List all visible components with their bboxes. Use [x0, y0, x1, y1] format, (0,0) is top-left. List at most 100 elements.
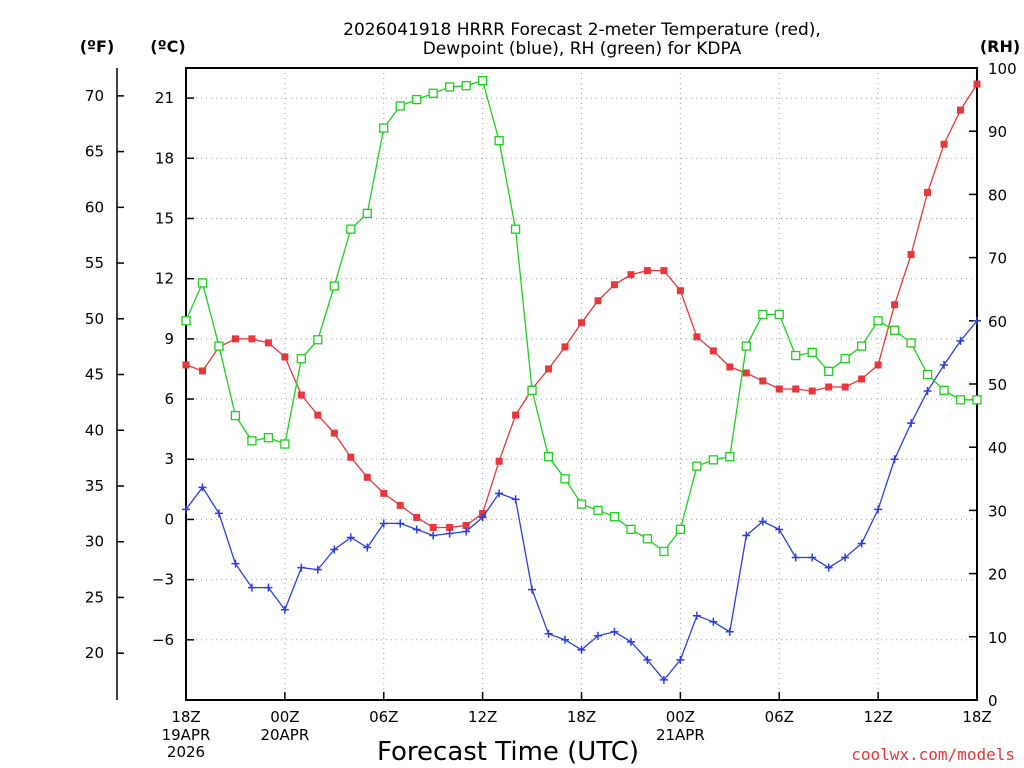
rh-point [840, 354, 850, 364]
dewpoint-point [280, 605, 289, 614]
x-tick-label: 06Z [369, 708, 398, 726]
x-tick-label: 00Z [270, 708, 299, 726]
x-tick-label: 18Z [567, 708, 596, 726]
celsius-unit-label: (ºC) [150, 37, 185, 56]
dewpoint-point [379, 519, 388, 528]
dewpoint-point [841, 553, 850, 562]
rh-point [263, 433, 274, 443]
rh-series [181, 75, 982, 557]
c-tick-label: 6 [164, 390, 174, 408]
rh-tick-label: 60 [988, 313, 1007, 331]
dewpoint-point [593, 631, 602, 640]
x-tick-label: 18Z [962, 708, 991, 726]
dewpoint-point [907, 419, 916, 428]
f-tick-label: 70 [85, 87, 104, 105]
temperature-point [594, 297, 602, 305]
x-axis-label: Forecast Time (UTC) [377, 737, 639, 767]
rh-point [527, 385, 537, 395]
dewpoint-point [182, 505, 190, 514]
dewpoint-point [445, 529, 454, 538]
c-tick-label: 0 [164, 510, 174, 528]
rh-point [280, 439, 290, 449]
rh-point [395, 101, 405, 111]
temperature-line [185, 83, 978, 529]
c-tick-label: 12 [155, 270, 174, 288]
rh-point [247, 436, 257, 446]
temperature-point [973, 80, 981, 88]
rh-point [329, 281, 339, 291]
temperature-point [759, 377, 767, 385]
temperature-point [561, 343, 569, 351]
dewpoint-point [692, 611, 701, 620]
dewpoint-point [791, 553, 800, 562]
dewpoint-point [544, 629, 553, 638]
x-date-label: 19APR [162, 726, 211, 744]
temperature-point [495, 457, 503, 465]
rh-point [593, 505, 603, 516]
rh-point [576, 499, 587, 509]
dewpoint-point [346, 533, 355, 542]
dewpoint-point [973, 316, 981, 325]
dewpoint-point [198, 483, 207, 492]
dewpoint-point [808, 553, 817, 562]
temperature-point [792, 385, 800, 393]
rh-point [313, 335, 323, 345]
rh-point [214, 341, 224, 351]
dewpoint-point [923, 387, 932, 396]
f-tick-label: 60 [85, 198, 104, 216]
f-tick-label: 20 [85, 644, 104, 662]
f-tick-label: 40 [85, 421, 104, 439]
rh-point [922, 369, 933, 380]
c-tick-label: 18 [155, 149, 174, 167]
dewpoint-point [363, 543, 372, 552]
dewpoint-point [956, 336, 965, 345]
temperature-point [446, 523, 454, 531]
dewpoint-point [626, 637, 635, 646]
temperature-point [264, 339, 272, 347]
rh-point [560, 474, 570, 484]
rh-point [642, 534, 653, 544]
dewpoint-point [214, 509, 223, 518]
dewpoint-point [330, 545, 339, 554]
f-tick-label: 30 [85, 533, 104, 551]
temperature-point [330, 429, 338, 437]
temperature-point [693, 333, 701, 341]
temperature-point [182, 361, 190, 369]
temperature-point [957, 106, 965, 114]
temperature-point [660, 267, 668, 275]
rh-point [906, 338, 916, 348]
rh-point [741, 341, 751, 351]
temperature-point [726, 363, 734, 371]
rh-point [379, 123, 389, 133]
rh-point [939, 385, 949, 395]
rh-point [824, 366, 834, 377]
chart-title-line1: 2026041918 HRRR Forecast 2-meter Tempera… [343, 20, 821, 40]
f-tick-label: 50 [85, 310, 104, 328]
dewpoint-series [182, 316, 981, 684]
f-tick-label: 25 [85, 588, 104, 606]
dewpoint-point [940, 360, 949, 369]
temperature-point [413, 513, 421, 521]
temperature-point [248, 335, 256, 343]
rh-point [774, 309, 784, 320]
x-tick-label: 00Z [666, 708, 695, 726]
dewpoint-point [824, 563, 833, 572]
temperature-point [462, 521, 470, 529]
dewpoint-point [231, 559, 240, 568]
temperature-point [380, 489, 388, 497]
x-year-label: 2026 [167, 743, 205, 761]
rh-point [445, 82, 455, 92]
c-tick-label: 3 [164, 450, 174, 468]
rh-tick-label: 50 [988, 376, 1007, 394]
rh-point [296, 354, 307, 364]
credit-link[interactable]: coolwx.com/models [851, 745, 1015, 764]
rh-tick-label: 20 [988, 566, 1007, 584]
dewpoint-point [462, 527, 471, 536]
temperature-point [940, 140, 948, 148]
dewpoint-point [561, 635, 570, 644]
x-date-label: 20APR [260, 726, 309, 744]
rh-point [477, 75, 488, 86]
rh-point [807, 347, 817, 358]
